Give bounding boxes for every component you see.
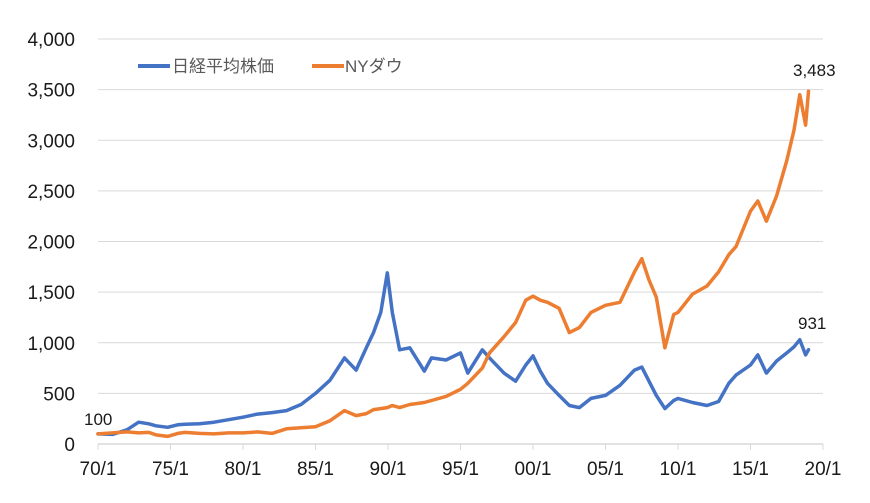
nikkei-line bbox=[96, 271, 811, 437]
x-tick-label: 85/1 bbox=[297, 459, 334, 480]
y-tick-label: 1,500 bbox=[27, 283, 75, 304]
x-tick-label: 75/1 bbox=[152, 459, 189, 480]
x-tick-label: 80/1 bbox=[225, 459, 262, 480]
y-tick-label: 2,500 bbox=[27, 182, 75, 203]
x-tick-label: 90/1 bbox=[370, 459, 407, 480]
y-axis-ticks: 0 500 1,000 1,500 2,000 2,500 3,000 3,500 4,000 bbox=[27, 30, 75, 456]
start-value-label: 100 bbox=[84, 410, 112, 429]
legend-item-nikkei[interactable]: 日経平均株価 bbox=[138, 57, 274, 76]
x-tick-label: 95/1 bbox=[442, 459, 479, 480]
legend-item-dow[interactable]: NYダウ bbox=[312, 57, 403, 76]
x-axis-ticks: 70/1 75/1 80/1 85/1 90/1 95/1 00/1 05/1 10/1 15/1… bbox=[80, 444, 842, 480]
x-tick-label: 00/1 bbox=[515, 459, 552, 480]
gridlines bbox=[98, 38, 823, 394]
y-tick-label: 500 bbox=[43, 384, 75, 405]
dow-end-value-label: 3,483 bbox=[793, 61, 836, 80]
legend-label-nikkei: 日経平均株価 bbox=[172, 57, 274, 76]
x-tick-label: 15/1 bbox=[732, 459, 769, 480]
x-tick-label: 05/1 bbox=[587, 459, 624, 480]
y-tick-label: 0 bbox=[64, 435, 75, 456]
legend: 日経平均株価 NYダウ bbox=[138, 57, 403, 76]
dow-line bbox=[96, 89, 811, 439]
y-tick-label: 2,000 bbox=[27, 233, 75, 254]
series-lines bbox=[96, 89, 811, 439]
x-tick-label: 20/1 bbox=[805, 459, 842, 480]
nikkei-end-value-label: 931 bbox=[798, 314, 826, 333]
x-tick-label: 10/1 bbox=[660, 459, 697, 480]
legend-label-dow: NYダウ bbox=[345, 57, 403, 76]
y-tick-label: 1,000 bbox=[27, 334, 75, 355]
y-tick-label: 3,000 bbox=[27, 131, 75, 152]
x-tick-label: 70/1 bbox=[80, 459, 117, 480]
y-tick-label: 3,500 bbox=[27, 81, 75, 102]
y-tick-label: 4,000 bbox=[27, 30, 75, 51]
